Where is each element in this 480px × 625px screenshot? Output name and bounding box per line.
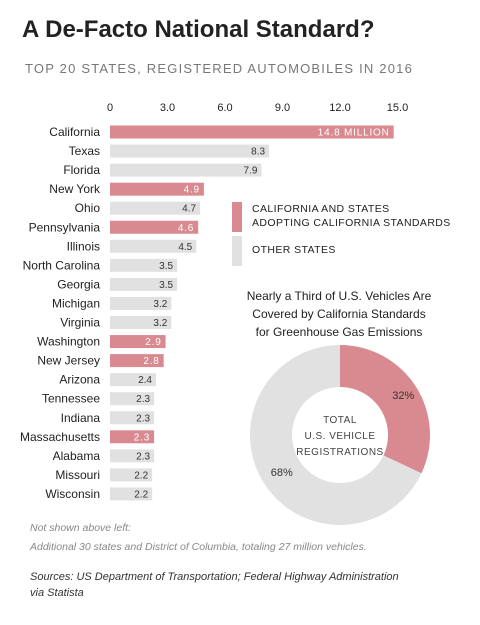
bar-chart: 0 3.0 6.0 9.0 12.0 15.0 California 14.8 MILLION…: [20, 102, 408, 501]
legend-label-other: OTHER STATES: [252, 244, 336, 256]
source-line2: via Statista: [30, 587, 84, 599]
bar-value-label: 2.8: [143, 356, 159, 367]
bar: [110, 468, 153, 482]
donut-title-line3: for Greenhouse Gas Emissions: [255, 325, 423, 339]
bar-value-label: 3.5: [159, 280, 173, 291]
page-title: A De-Facto National Standard?: [22, 16, 375, 43]
slice-label: 68%: [271, 467, 293, 479]
category-label: Tennessee: [42, 392, 100, 406]
bar-value-label: 7.9: [244, 166, 258, 177]
bar-value-label: 4.5: [178, 242, 192, 253]
category-label: California: [49, 125, 100, 139]
legend-label-california-line2: ADOPTING CALIFORNIA STANDARDS: [252, 217, 451, 229]
x-tick-label: 9.0: [275, 102, 290, 114]
bar: [110, 182, 204, 196]
bar: [110, 487, 153, 501]
x-tick-label: 12.0: [329, 102, 350, 114]
bar-value-label: 3.2: [153, 299, 167, 310]
legend-label-california-line1: CALIFORNIA AND STATES: [252, 203, 390, 215]
bar: [110, 144, 270, 158]
bar-value-label: 2.2: [134, 470, 148, 481]
bar: [110, 239, 197, 253]
category-label: Georgia: [57, 277, 100, 291]
category-label: North Carolina: [23, 258, 101, 272]
category-label: Alabama: [53, 449, 101, 463]
note-line1: Not shown above left:: [30, 522, 131, 534]
bar: [110, 430, 155, 444]
category-label: Massachusetts: [20, 430, 100, 444]
category-label: Michigan: [52, 296, 100, 310]
category-label: Missouri: [55, 468, 100, 482]
bar: [110, 373, 156, 387]
bar-value-label: 2.3: [136, 413, 150, 424]
bar-value-label: 8.3: [251, 147, 265, 158]
bar: [110, 335, 166, 349]
legend-swatch-other: [232, 236, 242, 266]
bar: [110, 296, 172, 310]
category-label: Ohio: [75, 201, 101, 215]
bar-value-label: 4.7: [182, 204, 196, 215]
slice-label: 32%: [392, 390, 414, 402]
bar-value-label: 3.5: [159, 261, 173, 272]
donut-center-label: TOTAL: [323, 415, 357, 426]
category-label: New York: [49, 182, 101, 196]
bar: [110, 392, 155, 406]
bar: [110, 316, 172, 329]
bar-value-label: 4.9: [184, 185, 200, 196]
bar-value-label: 3.2: [153, 318, 167, 329]
bar: [110, 163, 262, 177]
source-text: Sources: US Department of Transportation…: [30, 569, 399, 601]
category-label: Arizona: [59, 373, 100, 387]
x-tick-label: 3.0: [160, 102, 175, 114]
donut-title-line2: Covered by California Standards: [252, 307, 426, 321]
x-tick-label: 6.0: [217, 102, 232, 114]
x-tick-label: 0: [107, 102, 113, 114]
bar: [110, 258, 178, 272]
bar-value-label: 2.3: [134, 432, 150, 443]
legend-swatch-california: [232, 202, 242, 232]
bar-value-label: 2.9: [145, 337, 161, 348]
bar: [110, 354, 164, 368]
category-label: Virginia: [60, 316, 100, 330]
category-label: Wisconsin: [45, 487, 100, 501]
category-label: Texas: [69, 144, 100, 158]
bar-value-label: 2.4: [138, 375, 152, 386]
category-label: Pennsylvania: [29, 220, 101, 234]
x-tick-label: 15.0: [387, 102, 408, 114]
legend-label-california: CALIFORNIA AND STATES ADOPTING CALIFORNI…: [252, 202, 451, 230]
bar-value-label: 14.8 MILLION: [318, 128, 390, 139]
page-subtitle: TOP 20 STATES, REGISTERED AUTOMOBILES IN…: [25, 61, 414, 76]
donut-slice: [340, 345, 430, 474]
donut-center-label: U.S. VEHICLE: [304, 431, 375, 442]
bar: [110, 411, 155, 425]
bar: [110, 201, 201, 215]
donut-slice: [250, 345, 422, 525]
bar-value-label: 2.2: [134, 489, 148, 500]
bar-value-label: 2.3: [136, 394, 150, 405]
bar: [110, 220, 199, 234]
category-label: Indiana: [61, 411, 101, 425]
bar-value-label: 4.6: [178, 223, 194, 234]
donut-chart: 32% 68% TOTAL U.S. VEHICLE REGISTRATIONS: [250, 345, 430, 525]
bar: [110, 449, 155, 463]
note-line2: Additional 30 states and District of Col…: [30, 541, 367, 553]
donut-title: Nearly a Third of U.S. Vehicles Are Cove…: [234, 287, 444, 341]
source-line1: Sources: US Department of Transportation…: [30, 571, 399, 583]
bar-value-label: 2.3: [136, 451, 150, 462]
bar: [110, 125, 394, 139]
category-label: Illinois: [67, 239, 100, 253]
donut-center-label: REGISTRATIONS: [296, 447, 383, 458]
category-label: Washington: [37, 335, 100, 349]
donut-title-line1: Nearly a Third of U.S. Vehicles Are: [246, 289, 432, 303]
category-label: Florida: [63, 163, 100, 177]
bar: [110, 277, 178, 291]
category-label: New Jersey: [37, 354, 100, 368]
